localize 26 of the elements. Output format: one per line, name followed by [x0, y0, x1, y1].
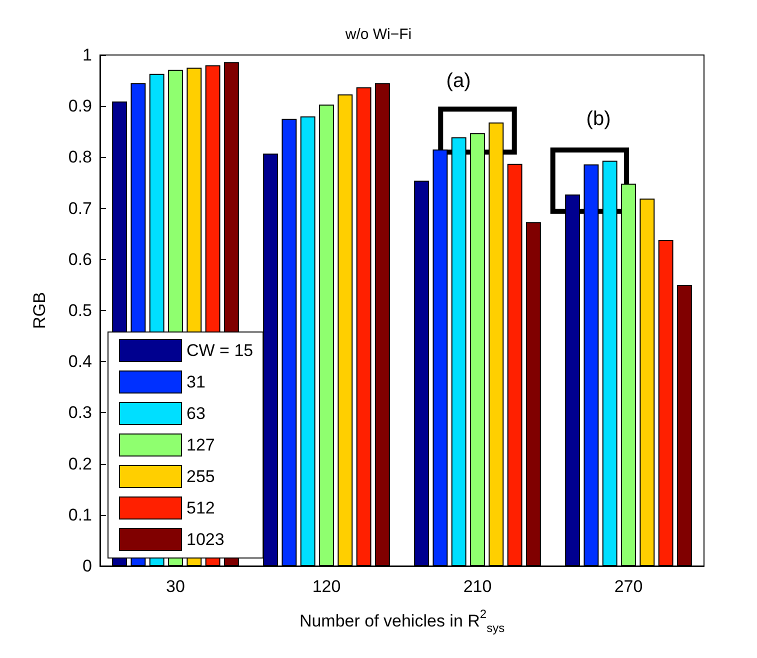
x-tick-label: 120	[312, 577, 341, 596]
y-tick-label: 0.2	[68, 454, 92, 474]
y-tick-label: 0.8	[68, 148, 92, 167]
legend-label: CW = 15	[186, 341, 254, 360]
y-axis-title: RGB	[30, 292, 49, 329]
y-tick-label: 0.1	[68, 505, 92, 524]
x-tick-label: 270	[614, 577, 643, 596]
legend-label: 255	[186, 467, 215, 486]
y-tick-label: 1	[82, 46, 92, 64]
y-tick-label: 0.3	[68, 403, 92, 422]
x-tick-label: 30	[166, 577, 185, 596]
annotation: (a)	[446, 70, 471, 92]
x-tick-label: 210	[463, 577, 492, 596]
y-tick-label: 0.6	[68, 250, 92, 269]
y-tick-label: 0	[82, 556, 92, 576]
y-tick-label: 0.5	[68, 301, 92, 320]
legend-label: 1023	[186, 530, 224, 549]
legend-label: 31	[186, 372, 206, 392]
annotation: (b)	[586, 108, 611, 130]
legend-label: 127	[186, 436, 215, 454]
legend-label: 512	[186, 498, 215, 518]
y-tick-label: 0.9	[68, 96, 92, 116]
legend-label: 63	[186, 404, 206, 423]
y-tick-label: 0.7	[68, 198, 92, 218]
y-tick-label: 0.4	[68, 352, 92, 372]
chart-title: w/o Wi−Fi	[344, 26, 412, 43]
